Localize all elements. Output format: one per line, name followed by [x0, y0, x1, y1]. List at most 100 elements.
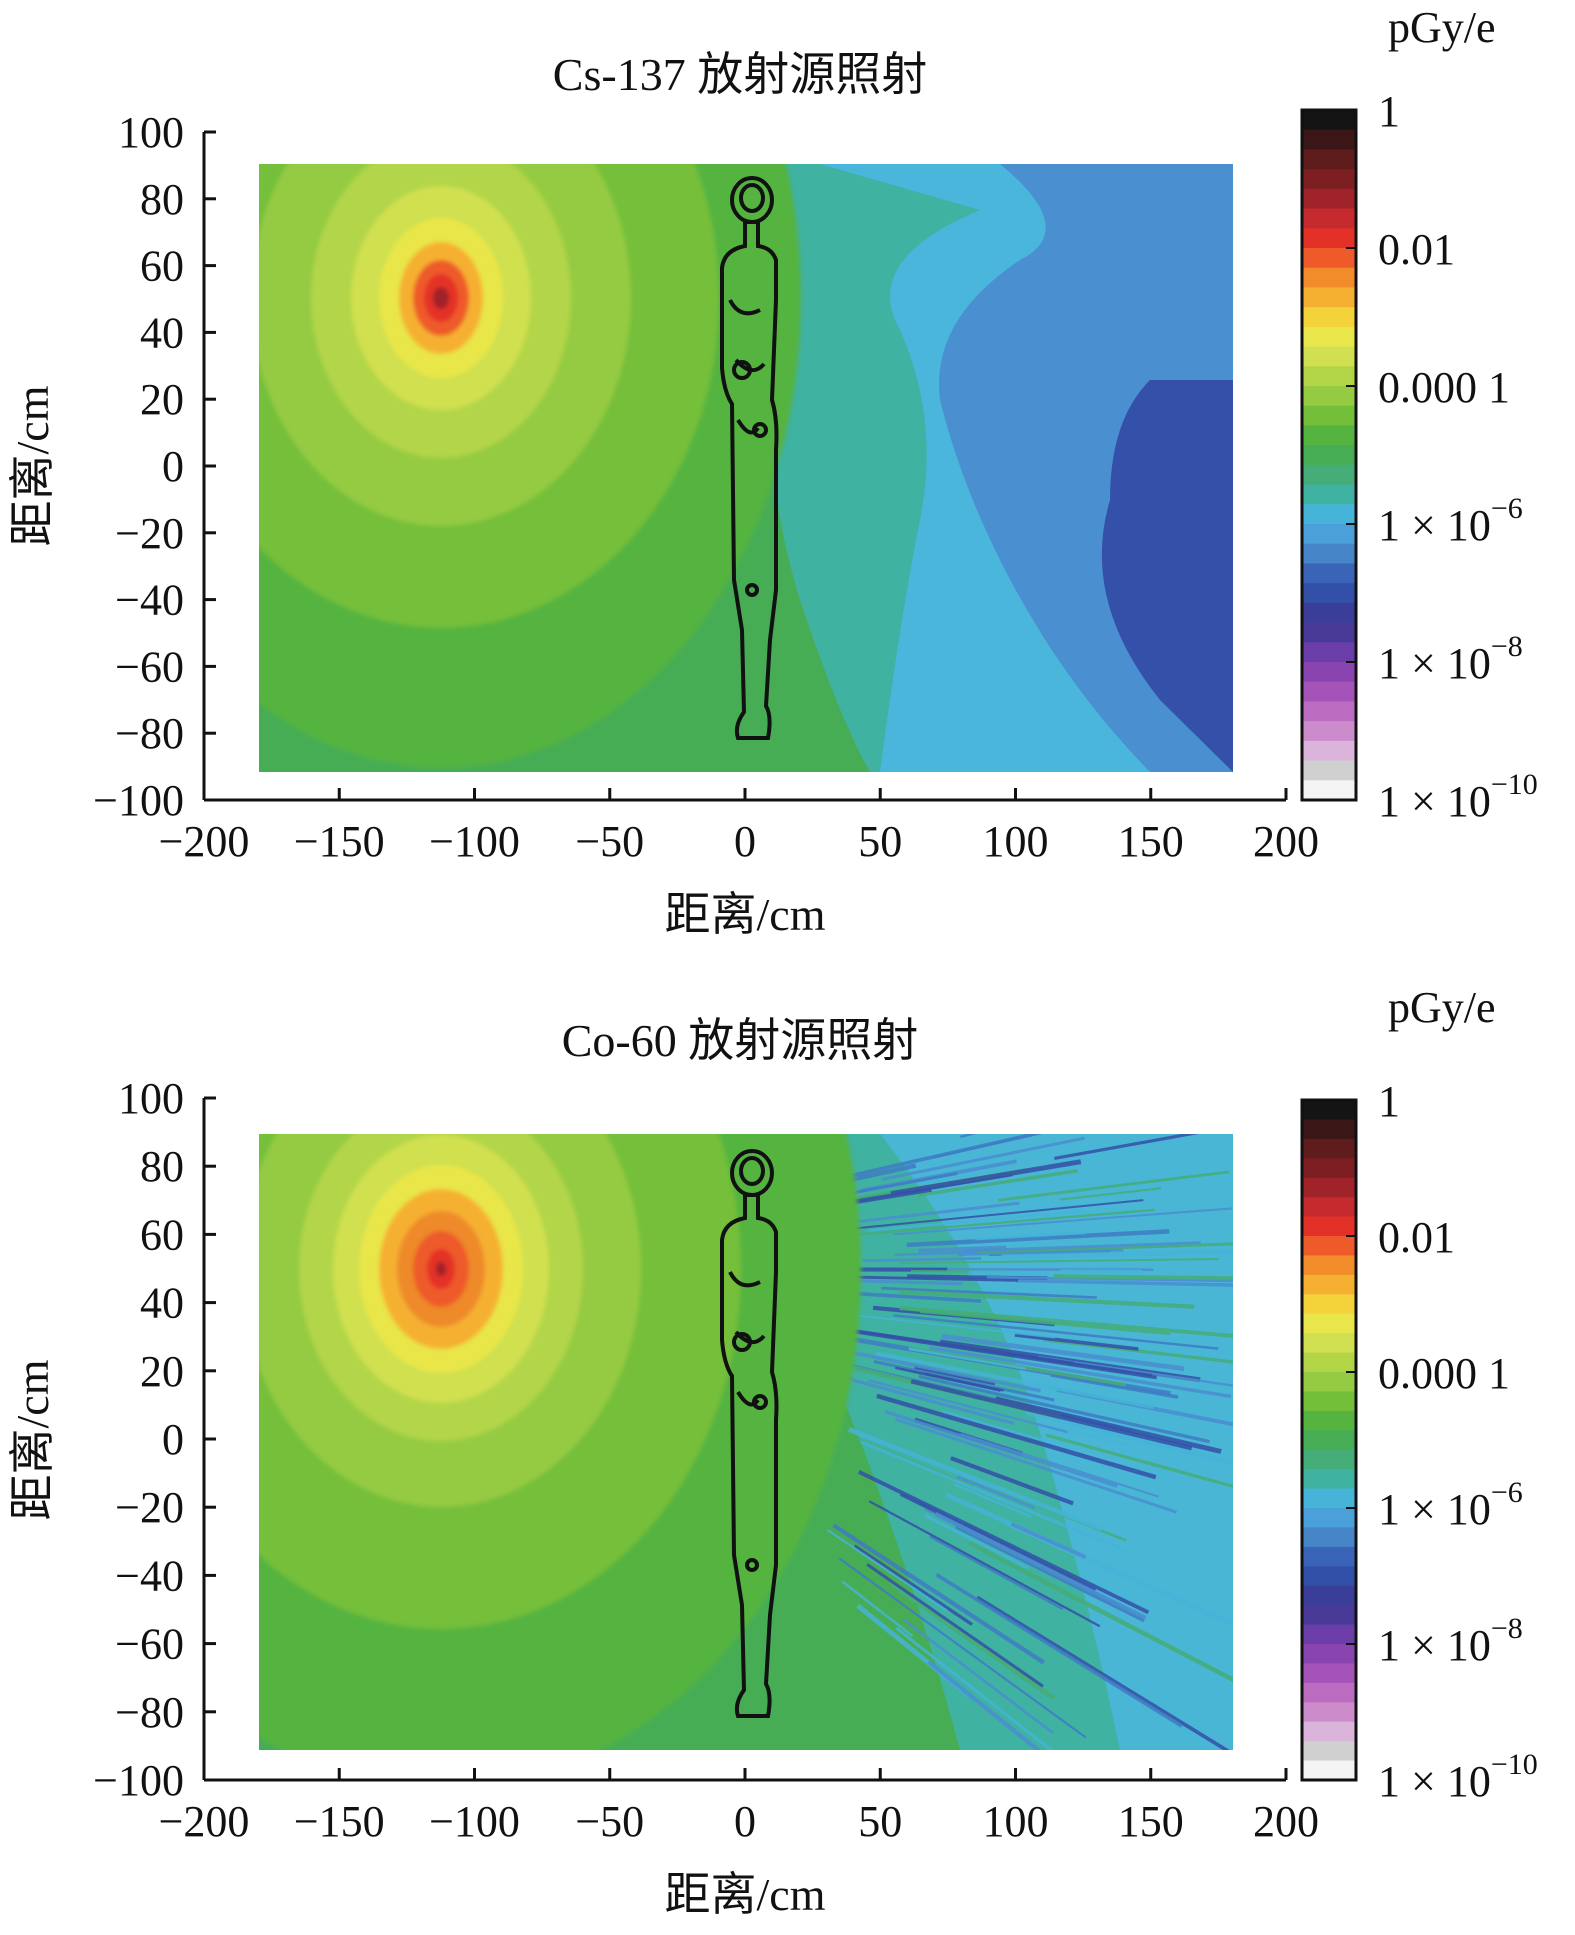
colorbar-unit: pGy/e — [1388, 983, 1496, 1032]
y-tick-label: −80 — [115, 709, 184, 758]
x-tick-label: 0 — [734, 817, 756, 866]
colorbar-step — [1302, 1275, 1356, 1295]
colorbar-step — [1302, 1372, 1356, 1392]
x-tick-label: 100 — [983, 817, 1049, 866]
colorbar-tick-exponent: −6 — [1491, 492, 1523, 525]
colorbar-step — [1302, 1547, 1356, 1567]
colorbar-step — [1302, 406, 1356, 426]
y-tick-label: 80 — [140, 1142, 184, 1191]
x-tick-label: 50 — [858, 1797, 902, 1846]
colorbar-step — [1302, 1158, 1356, 1178]
colorbar-step — [1302, 1333, 1356, 1353]
y-tick-label: 40 — [140, 1279, 184, 1328]
colorbar-step — [1302, 1527, 1356, 1547]
y-tick-label: −40 — [115, 576, 184, 625]
colorbar-unit: pGy/e — [1388, 3, 1496, 52]
colorbar-step — [1302, 1741, 1356, 1761]
colorbar-step — [1302, 1644, 1356, 1664]
colorbar-step — [1302, 761, 1356, 781]
colorbar-tick-exponent: −6 — [1491, 1476, 1523, 1509]
scatter-streak — [969, 1273, 1050, 1274]
x-tick-label: 50 — [858, 817, 902, 866]
colorbar-step — [1302, 1722, 1356, 1742]
x-tick-label: −50 — [575, 817, 644, 866]
colorbar-tick-exponent: −10 — [1491, 768, 1538, 801]
chart-title: Cs-137 放射源照射 — [553, 49, 927, 100]
y-tick-label: −80 — [115, 1688, 184, 1737]
colorbar-step — [1302, 1566, 1356, 1586]
colorbar-step — [1302, 1469, 1356, 1489]
colorbar-step — [1302, 1314, 1356, 1334]
colorbar-tick-label: 1 — [1378, 1077, 1400, 1126]
colorbar-step — [1302, 544, 1356, 564]
x-tick-label: −150 — [294, 1797, 385, 1846]
colorbar-step — [1302, 465, 1356, 485]
colorbar-step — [1302, 209, 1356, 229]
colorbar-step — [1302, 1450, 1356, 1470]
colorbar-step — [1302, 1411, 1356, 1431]
y-tick-label: −60 — [115, 1620, 184, 1669]
chart-title: Co-60 放射源照射 — [562, 1015, 919, 1066]
x-tick-label: −150 — [294, 817, 385, 866]
colorbar-step — [1302, 701, 1356, 721]
colorbar-step — [1302, 583, 1356, 603]
y-tick-label: 0 — [162, 442, 184, 491]
y-tick-label: 100 — [118, 1074, 184, 1123]
colorbar-step — [1302, 1139, 1356, 1159]
y-tick-label: −100 — [93, 776, 184, 825]
colorbar-step — [1302, 1391, 1356, 1411]
colorbar-steps — [1302, 1100, 1356, 1781]
colorbar-tick-label: 0.01 — [1378, 225, 1455, 274]
y-axis-label: 距离/cm — [7, 1359, 58, 1520]
colorbar-step — [1302, 169, 1356, 189]
y-tick-label: 60 — [140, 242, 184, 291]
colorbar-step — [1302, 1761, 1356, 1781]
colorbar-step — [1302, 1197, 1356, 1217]
colorbar-step — [1302, 1217, 1356, 1237]
y-tick-label: 0 — [162, 1415, 184, 1464]
y-tick-label: −40 — [115, 1551, 184, 1600]
colorbar-step — [1302, 445, 1356, 465]
y-tick-label: −60 — [115, 642, 184, 691]
x-axis-label: 距离/cm — [665, 889, 826, 940]
colorbar-step — [1302, 189, 1356, 209]
dose-heatmap — [21, 749, 1306, 1827]
colorbar-step — [1302, 1100, 1356, 1120]
colorbar-tick-label: 0.000 1 — [1378, 1349, 1510, 1398]
colorbar-step — [1302, 366, 1356, 386]
colorbar-step — [1302, 1586, 1356, 1606]
y-tick-label: −20 — [115, 1483, 184, 1532]
y-tick-label: −20 — [115, 509, 184, 558]
y-tick-label: 20 — [140, 1347, 184, 1396]
x-tick-label: −100 — [429, 817, 520, 866]
colorbar-step — [1302, 1178, 1356, 1198]
colorbar-step — [1302, 524, 1356, 544]
colorbar-tick-label: 1 × 10−6 — [1378, 492, 1523, 550]
y-tick-label: 80 — [140, 175, 184, 224]
colorbar-tick-label: 1 × 10−8 — [1378, 630, 1523, 688]
colorbar-step — [1302, 287, 1356, 307]
colorbar-tick-label: 1 × 10−8 — [1378, 1612, 1523, 1670]
scatter-streak — [960, 1112, 1059, 1137]
colorbar-step — [1302, 780, 1356, 800]
x-tick-label: 200 — [1253, 817, 1319, 866]
colorbar-ticks: 10.010.000 11 × 10−61 × 10−81 × 10−10 — [1346, 87, 1538, 826]
colorbar-step — [1302, 1353, 1356, 1373]
dose-heatmap — [81, 0, 1233, 772]
colorbar-tick-label: 1 × 10−10 — [1378, 1748, 1538, 1806]
colorbar-step — [1302, 623, 1356, 643]
colorbar-step — [1302, 1489, 1356, 1509]
y-tick-label: 20 — [140, 375, 184, 424]
colorbar-step — [1302, 1683, 1356, 1703]
colorbar-tick-label: 0.01 — [1378, 1213, 1455, 1262]
colorbar-step — [1302, 1119, 1356, 1139]
colorbar-step — [1302, 1625, 1356, 1645]
colorbar-step — [1302, 721, 1356, 741]
colorbar-tick-exponent: −8 — [1491, 1612, 1523, 1645]
x-tick-label: −100 — [429, 1797, 520, 1846]
colorbar-step — [1302, 1663, 1356, 1683]
y-tick-label: 40 — [140, 308, 184, 357]
